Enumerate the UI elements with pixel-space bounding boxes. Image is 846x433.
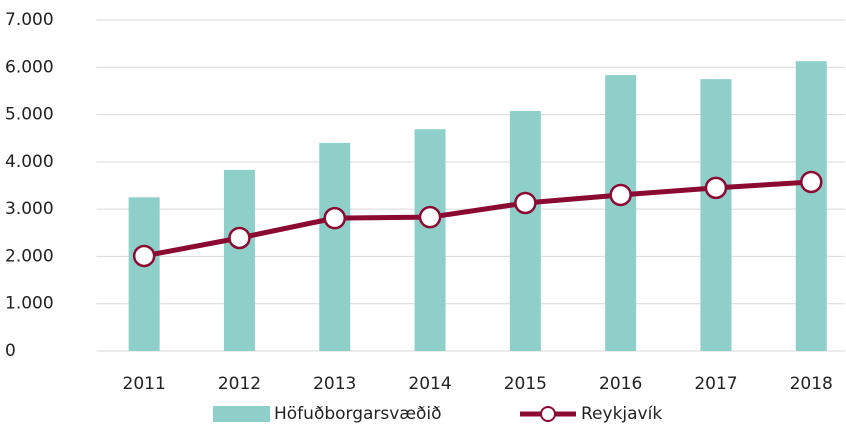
x-tick-label: 2014 [408, 374, 451, 394]
y-tick-label: 1.000 [5, 294, 54, 314]
line-marker [323, 206, 346, 230]
y-tick-label: 4.000 [5, 152, 54, 172]
line-marker [704, 176, 728, 200]
bar [128, 197, 160, 351]
line-marker [609, 183, 632, 207]
x-tick-label: 2013 [313, 374, 356, 394]
y-tick-label: 7.000 [5, 10, 54, 30]
x-tick-label: 2012 [218, 374, 261, 394]
y-tick-label: 0 [5, 341, 16, 361]
bar [700, 79, 732, 351]
line-marker [800, 170, 823, 194]
legend-label: Höfuðborgarsvæðið [274, 404, 442, 424]
legend-swatch [213, 406, 270, 422]
y-tick-label: 6.000 [5, 57, 54, 77]
line [143, 179, 812, 259]
bar [319, 142, 351, 351]
bar [509, 111, 541, 352]
bar [795, 61, 827, 351]
y-tick-label: 3.000 [5, 199, 54, 219]
legend-label: Reykjavík [581, 404, 662, 424]
x-tick-label: 2017 [694, 374, 737, 394]
bar [223, 169, 255, 351]
bar [414, 129, 446, 351]
line-marker [228, 226, 251, 250]
line-marker [514, 191, 537, 215]
x-tick-label: 2011 [123, 374, 166, 394]
x-tick-label: 2016 [599, 374, 642, 394]
x-tick-label: 2015 [504, 374, 547, 394]
line-marker [418, 205, 442, 229]
y-tick-label: 5.000 [5, 105, 54, 125]
x-tick-label: 2018 [790, 374, 833, 394]
legend-marker [540, 406, 556, 422]
bar [605, 75, 637, 351]
line-marker [132, 244, 156, 268]
y-tick-label: 2.000 [5, 246, 54, 266]
